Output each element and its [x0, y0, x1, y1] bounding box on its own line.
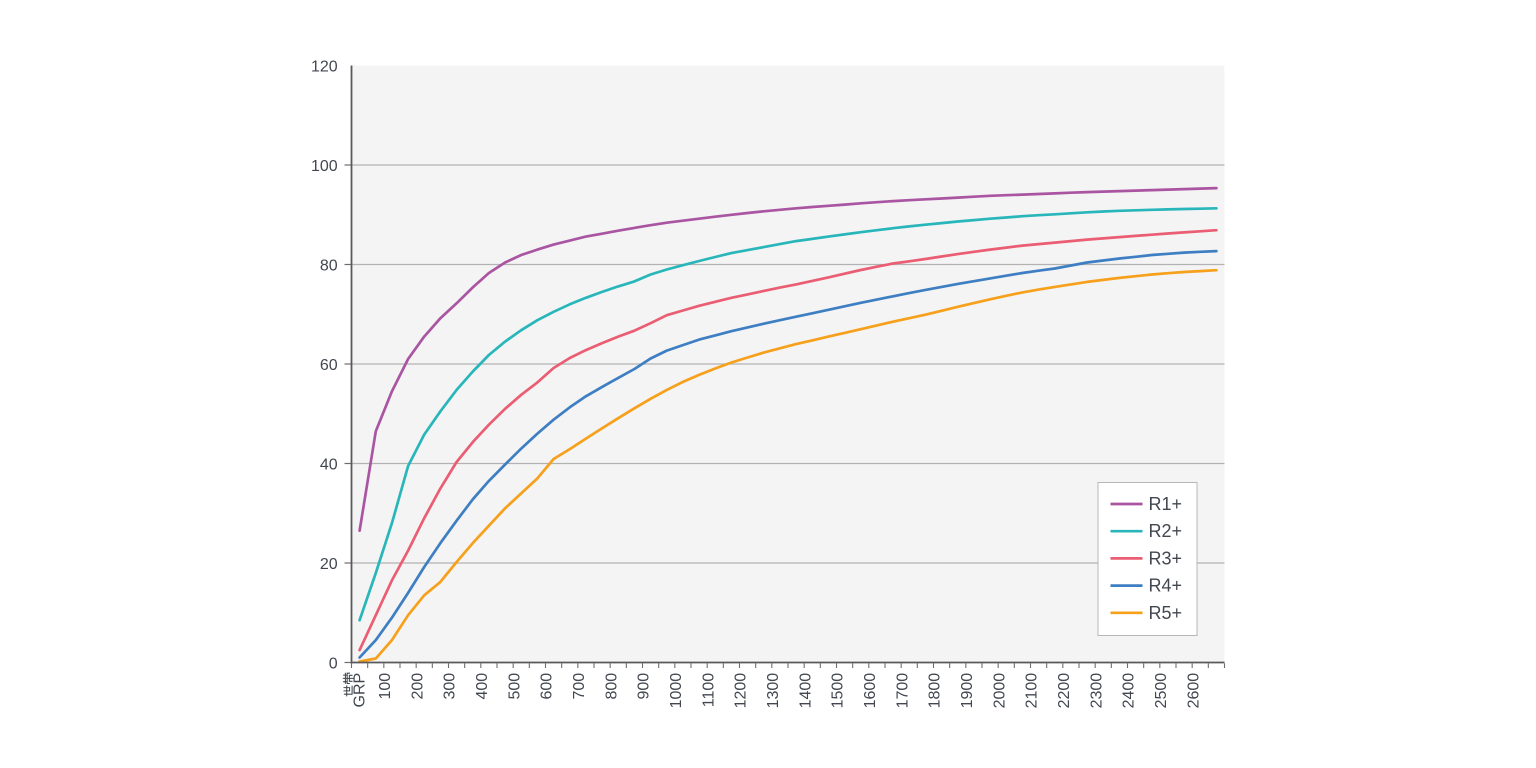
svg-text:60: 60: [320, 357, 338, 374]
svg-text:1800: 1800: [927, 673, 944, 709]
svg-text:900: 900: [636, 673, 653, 700]
svg-text:1600: 1600: [862, 673, 879, 709]
svg-text:R1+: R1+: [1149, 494, 1183, 514]
svg-text:40: 40: [320, 456, 338, 473]
svg-text:600: 600: [539, 673, 556, 700]
svg-text:2200: 2200: [1056, 673, 1073, 709]
svg-text:0: 0: [329, 655, 338, 672]
svg-text:1400: 1400: [797, 673, 814, 709]
svg-text:1500: 1500: [830, 673, 847, 709]
svg-text:2400: 2400: [1121, 673, 1138, 709]
svg-text:R4+: R4+: [1149, 576, 1183, 596]
svg-text:700: 700: [571, 673, 588, 700]
svg-text:200: 200: [409, 673, 426, 700]
svg-text:120: 120: [311, 58, 338, 75]
svg-text:R5+: R5+: [1149, 603, 1183, 623]
svg-text:R2+: R2+: [1149, 521, 1183, 541]
svg-text:R3+: R3+: [1149, 548, 1183, 568]
svg-text:1700: 1700: [894, 673, 911, 709]
svg-text:2300: 2300: [1088, 673, 1105, 709]
svg-text:1000: 1000: [668, 673, 685, 709]
svg-text:GRP: GRP: [352, 673, 369, 708]
svg-text:400: 400: [474, 673, 491, 700]
svg-text:2100: 2100: [1024, 673, 1041, 709]
svg-text:80: 80: [320, 257, 338, 274]
svg-text:1300: 1300: [765, 673, 782, 709]
svg-text:100: 100: [311, 158, 338, 175]
svg-text:1900: 1900: [959, 673, 976, 709]
svg-text:2000: 2000: [991, 673, 1008, 709]
svg-text:2600: 2600: [1185, 673, 1202, 709]
svg-text:1100: 1100: [700, 673, 717, 708]
svg-text:100: 100: [377, 673, 394, 700]
svg-text:500: 500: [506, 673, 523, 700]
svg-text:2500: 2500: [1153, 673, 1170, 709]
svg-text:800: 800: [603, 673, 620, 700]
svg-text:300: 300: [442, 673, 459, 700]
svg-text:1200: 1200: [733, 673, 750, 709]
svg-text:20: 20: [320, 556, 338, 573]
